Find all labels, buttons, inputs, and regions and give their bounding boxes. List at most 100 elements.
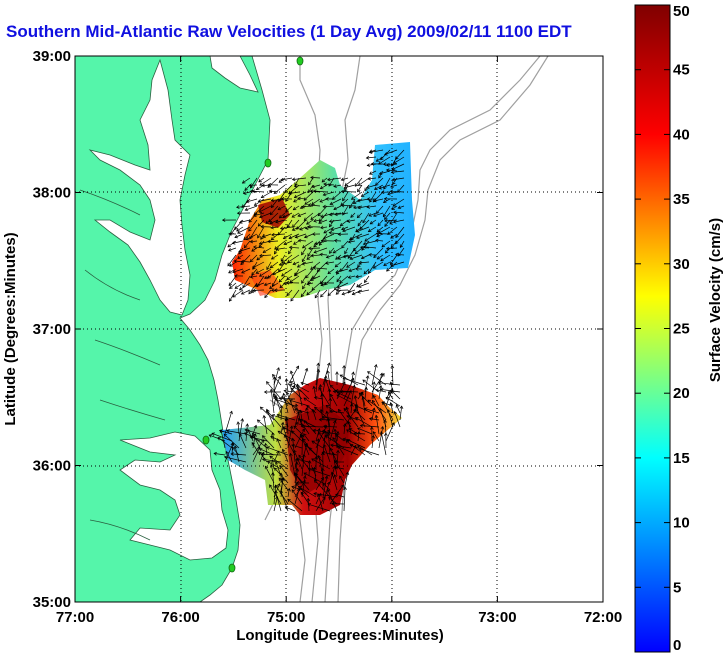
velocity-vector-head <box>307 253 311 257</box>
velocity-vector-head <box>269 388 274 393</box>
velocity-vector <box>314 289 321 298</box>
velocity-vector-head <box>228 232 232 236</box>
velocity-vector <box>286 289 293 296</box>
velocity-vector <box>313 267 328 270</box>
velocity-vector-head <box>378 171 383 176</box>
velocity-vector <box>392 177 405 181</box>
delaware-bay <box>209 56 259 93</box>
velocity-vector-head <box>309 189 314 194</box>
velocity-vector <box>272 472 275 491</box>
velocity-vector-head <box>389 221 393 225</box>
velocity-vector <box>286 275 293 280</box>
velocity-vector-head <box>262 414 267 419</box>
velocity-vector <box>271 198 279 208</box>
velocity-vector <box>251 268 258 276</box>
velocity-vector <box>335 390 359 393</box>
velocity-vector <box>350 372 354 386</box>
velocity-vector-head <box>236 421 241 425</box>
velocity-vector-head <box>388 391 392 396</box>
velocity-vector-head <box>274 461 279 465</box>
velocity-vector-head <box>310 175 314 180</box>
velocity-vector-head <box>251 442 255 446</box>
velocity-vector <box>337 391 352 400</box>
velocity-vector-head <box>322 424 327 429</box>
velocity-vector <box>318 432 331 449</box>
velocity-vector-head <box>271 414 275 418</box>
velocity-vector <box>300 419 317 428</box>
velocity-vector-head <box>368 417 373 421</box>
velocity-vector <box>325 261 335 264</box>
velocity-vector-head <box>382 401 386 405</box>
velocity-vector <box>392 198 405 207</box>
velocity-vector-head <box>269 264 274 269</box>
velocity-vector <box>384 212 391 220</box>
velocity-vector-head <box>264 294 268 299</box>
velocity-vector-head <box>349 444 354 448</box>
velocity-vector-head <box>319 281 324 285</box>
velocity-vector <box>241 289 251 295</box>
velocity-vector-head <box>393 160 397 164</box>
velocity-vector <box>287 385 296 400</box>
velocity-vector <box>376 205 384 214</box>
velocity-vector-head <box>223 455 228 460</box>
velocity-vector-head <box>289 452 293 457</box>
velocity-vector-head <box>328 219 333 224</box>
velocity-vector <box>326 254 335 258</box>
velocity-vector-head <box>251 435 255 439</box>
velocity-vector <box>399 406 403 421</box>
x-tick-label: 72:00 <box>584 609 622 626</box>
velocity-vector-head <box>348 268 352 273</box>
velocity-vector-head <box>259 273 263 277</box>
y-tick-label: 35:00 <box>33 594 71 611</box>
velocity-vector-head <box>322 192 327 197</box>
velocity-vector <box>313 429 338 435</box>
velocity-vector-head <box>397 205 402 210</box>
velocity-vector <box>322 431 326 456</box>
velocity-vector <box>378 385 382 400</box>
velocity-vector <box>344 184 349 192</box>
velocity-vector-head <box>261 435 266 439</box>
velocity-vector <box>333 205 342 210</box>
velocity-vector-head <box>249 239 254 244</box>
velocity-vector-head <box>390 244 395 249</box>
velocity-vector <box>363 246 377 249</box>
velocity-vector <box>286 392 296 414</box>
velocity-vector <box>378 426 384 449</box>
velocity-vector-head <box>364 238 368 242</box>
velocity-vector <box>357 205 370 209</box>
velocity-vector-head <box>227 262 231 267</box>
velocity-vector-head <box>308 181 312 186</box>
velocity-vector-head <box>380 387 384 392</box>
velocity-vector-head <box>236 205 240 209</box>
velocity-vector-head <box>372 381 376 385</box>
velocity-vector-head <box>287 487 291 492</box>
velocity-vector <box>242 275 251 288</box>
velocity-vector-head <box>322 443 327 448</box>
velocity-vector <box>364 408 380 414</box>
velocity-vector <box>308 247 321 249</box>
velocity-vector-head <box>383 196 388 201</box>
velocity-vector <box>323 226 335 234</box>
velocity-vector-head <box>259 406 264 411</box>
velocity-vector-head <box>360 255 365 260</box>
velocity-vector-head <box>333 184 337 188</box>
velocity-vector <box>350 233 356 241</box>
velocity-vector <box>276 438 282 449</box>
velocity-vector-head <box>331 501 335 506</box>
velocity-vector-head <box>319 199 323 203</box>
velocity-vector-head <box>297 213 302 217</box>
velocity-vector <box>323 425 338 428</box>
velocity-vector-head <box>301 245 306 249</box>
velocity-vector <box>371 408 375 421</box>
velocity-vector <box>323 183 335 186</box>
velocity-vector-head <box>384 216 388 220</box>
velocity-vector-head <box>276 367 280 371</box>
velocity-vector <box>364 233 377 242</box>
velocity-vector-head <box>321 415 326 420</box>
velocity-vector <box>379 184 391 189</box>
velocity-vector <box>387 226 398 235</box>
velocity-vector-head <box>331 451 336 456</box>
velocity-vector-head <box>256 257 260 261</box>
velocity-vector <box>374 184 384 190</box>
velocity-vector <box>376 226 384 233</box>
